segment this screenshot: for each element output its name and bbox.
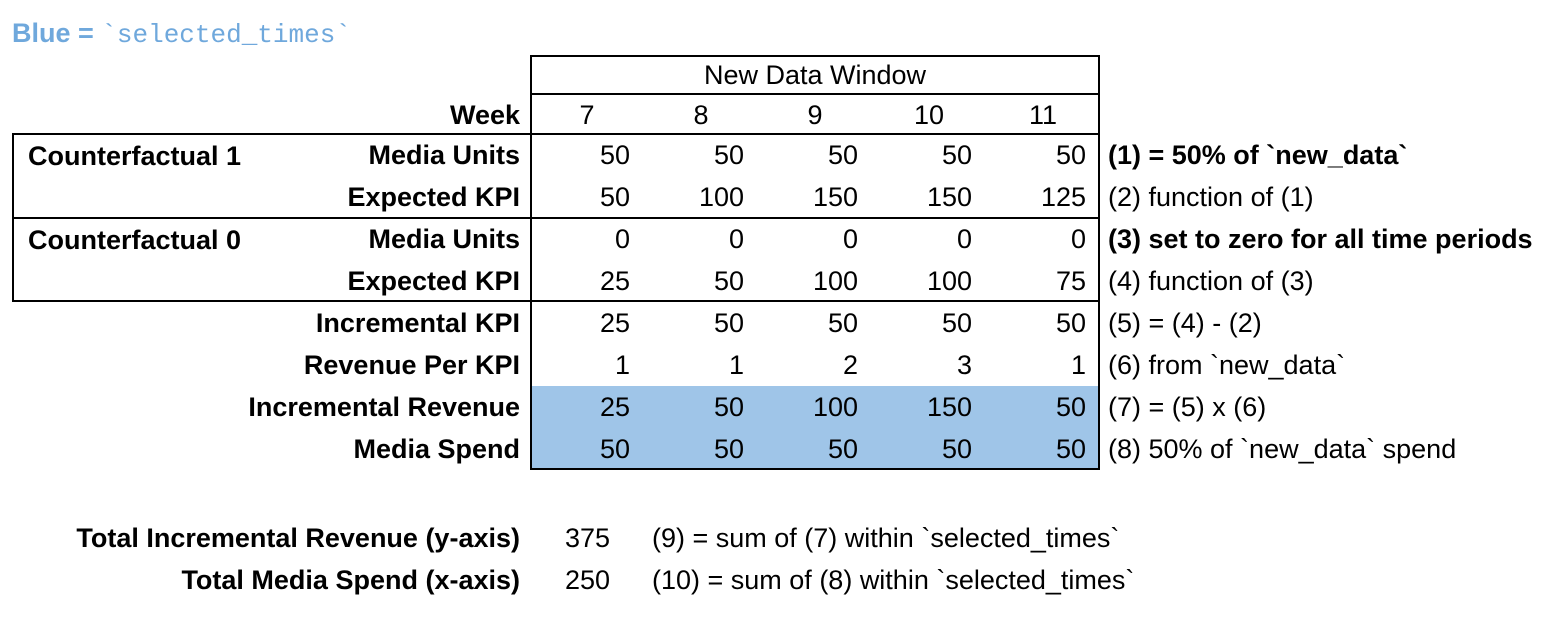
total-media-spend-note: (10) = sum of (8) within `selected_times… xyxy=(652,564,1135,595)
total-media-spend-value: 250 xyxy=(564,564,610,595)
value-cell: 25 xyxy=(599,266,630,297)
legend-blue-label: Blue = xyxy=(12,18,102,48)
row-label: Expected KPI xyxy=(347,182,520,213)
data-values-grid: 50 50 50 50 50 50 100 150 150 125 0 0 0 … xyxy=(530,135,1100,470)
value-cell: 50 xyxy=(713,266,744,297)
row-label: Media Spend xyxy=(353,433,520,464)
selected-times-highlight xyxy=(532,386,1098,468)
value-cell: 1 xyxy=(1070,349,1086,380)
total-incremental-revenue-label: Total Incremental Revenue (y-axis) xyxy=(76,522,520,553)
value-cell-highlighted: 50 xyxy=(713,433,744,464)
value-cell: 100 xyxy=(698,182,744,213)
value-cell-highlighted: 50 xyxy=(713,391,744,422)
value-cell: 3 xyxy=(956,349,972,380)
note-3: (3) set to zero for all time periods xyxy=(1108,224,1533,255)
totals-section: Total Incremental Revenue (y-axis) 375 (… xyxy=(12,517,1404,601)
note-4: (4) function of (3) xyxy=(1108,266,1314,297)
value-cell: 50 xyxy=(713,307,744,338)
value-cell: 50 xyxy=(1055,307,1086,338)
value-cell: 125 xyxy=(1040,182,1086,213)
value-cell: 1 xyxy=(728,349,744,380)
value-cell: 0 xyxy=(728,224,744,255)
value-cell: 100 xyxy=(812,266,858,297)
legend: Blue = `selected_times` xyxy=(12,16,351,50)
note-6: (6) from `new_data` xyxy=(1108,349,1346,380)
new-data-window-header: New Data Window xyxy=(703,60,927,90)
value-cell: 50 xyxy=(1055,140,1086,171)
value-cell: 25 xyxy=(599,307,630,338)
value-cell: 150 xyxy=(926,182,972,213)
value-cell-highlighted: 150 xyxy=(926,391,972,422)
left-panel-border-line xyxy=(12,133,14,302)
value-cell-highlighted: 50 xyxy=(1055,391,1086,422)
value-cell-highlighted: 25 xyxy=(599,391,630,422)
week-header-row: 7 8 9 10 11 xyxy=(530,95,1100,135)
note-7: (7) = (5) x (6) xyxy=(1108,391,1267,422)
row-labels-column: Media Units Expected KPI Media Units Exp… xyxy=(200,135,525,470)
header-divider-line xyxy=(530,93,1100,95)
week-cell: 11 xyxy=(1028,99,1058,130)
total-incremental-revenue-note: (9) = sum of (7) within `selected_times` xyxy=(652,522,1120,553)
value-cell: 0 xyxy=(614,224,630,255)
row-label: Revenue Per KPI xyxy=(303,349,520,380)
value-cell-highlighted: 50 xyxy=(827,433,858,464)
total-media-spend-label: Total Media Spend (x-axis) xyxy=(181,564,520,595)
value-cell: 0 xyxy=(1070,224,1086,255)
note-5: (5) = (4) - (2) xyxy=(1108,307,1262,338)
value-cell: 50 xyxy=(599,140,630,171)
row-notes-column: (1) = 50% of `new_data` (2) function of … xyxy=(1108,135,1544,470)
value-cell: 100 xyxy=(926,266,972,297)
value-cell: 1 xyxy=(614,349,630,380)
value-cell: 50 xyxy=(827,140,858,171)
row-label: Media Units xyxy=(368,224,520,255)
value-cell-highlighted: 50 xyxy=(599,433,630,464)
total-incremental-revenue-value: 375 xyxy=(564,522,610,553)
row-label: Media Units xyxy=(368,140,520,171)
group-label-counterfactual-0: Counterfactual 0 xyxy=(28,225,242,255)
note-1: (1) = 50% of `new_data` xyxy=(1108,140,1408,171)
row-label: Expected KPI xyxy=(347,266,520,297)
row-label: Incremental Revenue xyxy=(248,391,520,422)
counterfactual-0-divider-line xyxy=(12,300,1100,302)
note-8: (8) 50% of `new_data` spend xyxy=(1108,433,1457,464)
week-cell: 10 xyxy=(913,99,945,130)
week-cell: 7 xyxy=(579,99,595,130)
value-cell: 150 xyxy=(812,182,858,213)
value-cell-highlighted: 100 xyxy=(812,391,858,422)
value-cell: 2 xyxy=(842,349,858,380)
note-2: (2) function of (1) xyxy=(1108,182,1314,213)
data-window-outline xyxy=(530,55,1100,470)
value-cell: 75 xyxy=(1055,266,1086,297)
group-label-counterfactual-1: Counterfactual 1 xyxy=(28,141,242,171)
value-cell: 50 xyxy=(941,140,972,171)
value-cell-highlighted: 50 xyxy=(941,433,972,464)
row-label: Incremental KPI xyxy=(315,307,520,338)
value-cell: 0 xyxy=(956,224,972,255)
week-cell: 9 xyxy=(807,99,823,130)
legend-selected-times-code: `selected_times` xyxy=(101,20,351,50)
week-cell: 8 xyxy=(693,99,709,130)
value-cell: 50 xyxy=(599,182,630,213)
value-cell: 50 xyxy=(713,140,744,171)
value-cell-highlighted: 50 xyxy=(1055,433,1086,464)
value-cell: 50 xyxy=(827,307,858,338)
counterfactual-1-divider-line xyxy=(12,217,1100,219)
value-cell: 50 xyxy=(941,307,972,338)
week-label: Week xyxy=(449,100,520,130)
value-cell: 0 xyxy=(842,224,858,255)
week-divider-line xyxy=(12,133,1100,135)
